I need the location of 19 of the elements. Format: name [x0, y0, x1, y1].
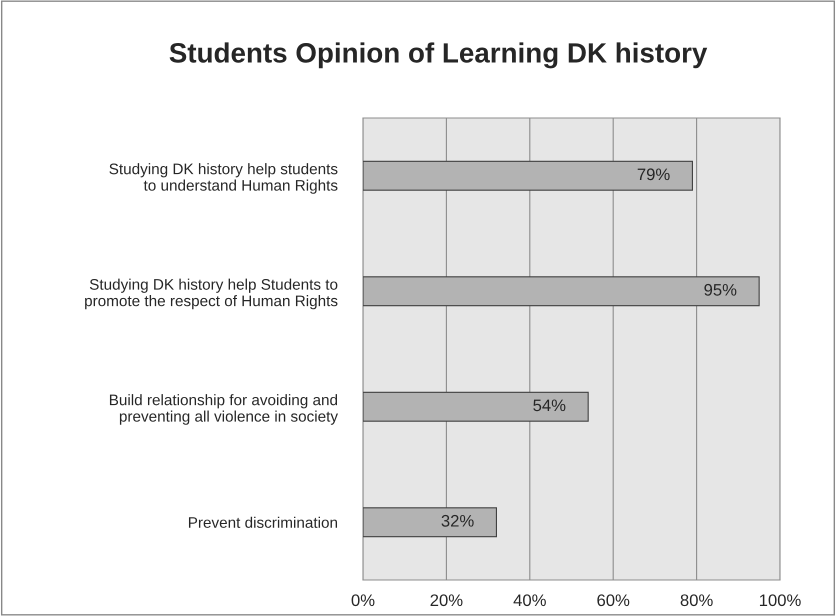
x-tick-label: 80% — [680, 594, 713, 606]
x-tick-label: 100% — [760, 594, 801, 606]
bar — [363, 160, 693, 191]
bar — [363, 507, 497, 538]
bar — [363, 276, 760, 306]
y-tick-label: Build relationship for avoiding and preventing all violence in society — [110, 394, 338, 425]
x-tick-label: 60% — [597, 594, 630, 606]
chart-title: Students Opinion of Learning DK history — [170, 42, 708, 68]
bar — [363, 392, 589, 422]
y-tick-label: Studying DK history help Students to promote the respect of Human Rights — [85, 278, 338, 310]
data-label: 32% — [442, 514, 474, 527]
y-tick-label: Prevent discrimination — [188, 516, 338, 528]
data-label: 95% — [704, 284, 736, 296]
x-tick-label: 40% — [514, 594, 546, 606]
x-tick-label: 20% — [430, 594, 462, 606]
data-label: 79% — [638, 168, 670, 180]
y-tick-label: Studying DK history help students to understand Human Rights — [109, 163, 338, 194]
data-label: 54% — [533, 399, 566, 412]
x-tick-label: 0% — [352, 594, 374, 606]
